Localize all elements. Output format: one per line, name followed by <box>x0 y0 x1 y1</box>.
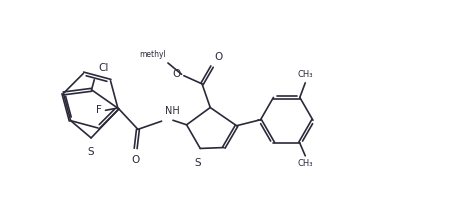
Text: O: O <box>214 52 222 62</box>
Text: O: O <box>132 155 140 165</box>
Text: methyl: methyl <box>139 50 166 59</box>
Text: CH₃: CH₃ <box>297 159 313 169</box>
Text: S: S <box>195 158 201 167</box>
Text: O: O <box>172 69 180 79</box>
Text: S: S <box>88 147 94 157</box>
Text: CH₃: CH₃ <box>297 70 313 79</box>
Text: NH: NH <box>165 106 179 116</box>
Text: Cl: Cl <box>98 62 109 73</box>
Text: F: F <box>96 105 102 115</box>
